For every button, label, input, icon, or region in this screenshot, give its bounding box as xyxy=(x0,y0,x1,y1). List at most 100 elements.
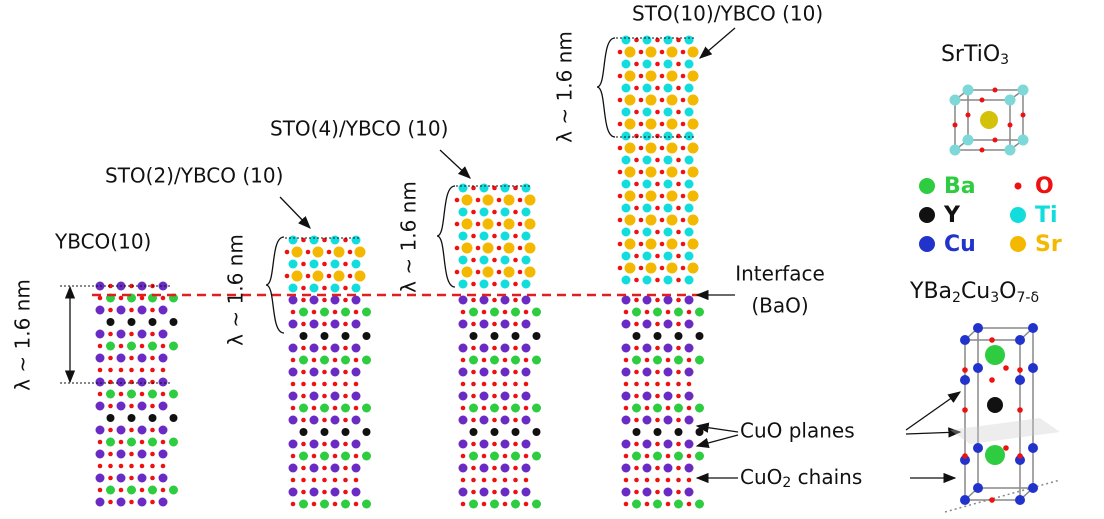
atom xyxy=(343,298,348,303)
atom xyxy=(482,382,487,387)
pointer xyxy=(697,435,738,446)
atom xyxy=(532,404,541,413)
atom xyxy=(148,342,157,351)
atom xyxy=(660,122,665,127)
atom xyxy=(513,298,518,303)
atom xyxy=(674,500,683,509)
atom xyxy=(664,368,673,377)
atom xyxy=(107,414,115,422)
atom xyxy=(321,428,329,436)
atom xyxy=(117,498,126,507)
atom xyxy=(532,452,541,461)
atom xyxy=(292,247,303,258)
atom xyxy=(655,278,660,283)
atom xyxy=(352,464,361,473)
atom xyxy=(655,394,660,399)
atom xyxy=(1028,363,1038,373)
atom xyxy=(341,500,350,509)
atom xyxy=(108,500,113,505)
atom xyxy=(285,250,290,255)
atom xyxy=(362,500,371,509)
atom xyxy=(625,119,636,130)
atom xyxy=(343,262,348,267)
atom xyxy=(676,230,681,235)
atom xyxy=(331,344,340,353)
atom xyxy=(129,404,134,409)
legend: BaOYTiCuSr xyxy=(919,174,1062,257)
atom xyxy=(459,208,468,217)
atom xyxy=(503,454,508,459)
atom xyxy=(1028,483,1038,493)
atom xyxy=(660,146,665,151)
atom xyxy=(1018,85,1029,96)
atom xyxy=(963,135,974,146)
atom xyxy=(634,382,639,387)
atom xyxy=(150,356,155,361)
atom xyxy=(513,466,518,471)
atom xyxy=(140,392,145,397)
atom xyxy=(513,346,518,351)
atom xyxy=(291,382,296,387)
atom xyxy=(341,452,350,461)
atom xyxy=(664,296,673,305)
atom xyxy=(108,428,113,433)
atom xyxy=(653,308,662,317)
atom xyxy=(322,322,327,327)
atom xyxy=(497,246,502,251)
atom xyxy=(676,322,681,327)
atom xyxy=(106,486,115,495)
atom xyxy=(301,442,306,447)
ybco-atoms xyxy=(960,323,1038,505)
atom xyxy=(618,194,623,199)
atom xyxy=(666,310,671,315)
atom xyxy=(639,242,644,247)
atom xyxy=(522,280,531,289)
atom xyxy=(687,454,692,459)
atom xyxy=(634,478,639,483)
atom xyxy=(664,204,673,213)
atom xyxy=(522,488,531,497)
atom xyxy=(462,219,473,230)
atom xyxy=(963,85,974,96)
atom xyxy=(639,266,644,271)
atom xyxy=(459,280,468,289)
atom xyxy=(455,198,460,203)
atom xyxy=(301,478,306,483)
atom xyxy=(352,284,361,293)
atom xyxy=(664,132,673,141)
atom xyxy=(685,180,694,189)
thickness-label: λ ~ 1.6 nm xyxy=(553,31,577,143)
atom xyxy=(980,111,998,129)
atom xyxy=(301,346,306,351)
atom xyxy=(513,478,518,483)
atom xyxy=(501,488,510,497)
atom xyxy=(980,148,985,153)
atom xyxy=(634,182,639,187)
atom xyxy=(639,74,644,79)
atom xyxy=(138,498,147,507)
atom xyxy=(150,404,155,409)
atom xyxy=(301,382,306,387)
atom xyxy=(625,47,636,58)
legend-label: Sr xyxy=(1035,232,1062,257)
atom xyxy=(138,378,147,387)
atom xyxy=(518,198,523,203)
atom xyxy=(501,320,510,329)
atom xyxy=(471,298,476,303)
brace xyxy=(266,237,284,333)
atom xyxy=(622,440,631,449)
atom xyxy=(676,278,681,283)
atom xyxy=(643,180,652,189)
atom xyxy=(653,356,662,365)
atom xyxy=(1018,135,1029,146)
label-part: YBa xyxy=(909,279,952,304)
atom xyxy=(643,132,652,141)
label-part: 3 xyxy=(990,290,999,306)
atom xyxy=(681,170,686,175)
atom xyxy=(459,392,468,401)
atom xyxy=(138,402,147,411)
atom xyxy=(989,337,995,343)
atom xyxy=(331,464,340,473)
atom xyxy=(310,464,319,473)
atom xyxy=(518,222,523,227)
